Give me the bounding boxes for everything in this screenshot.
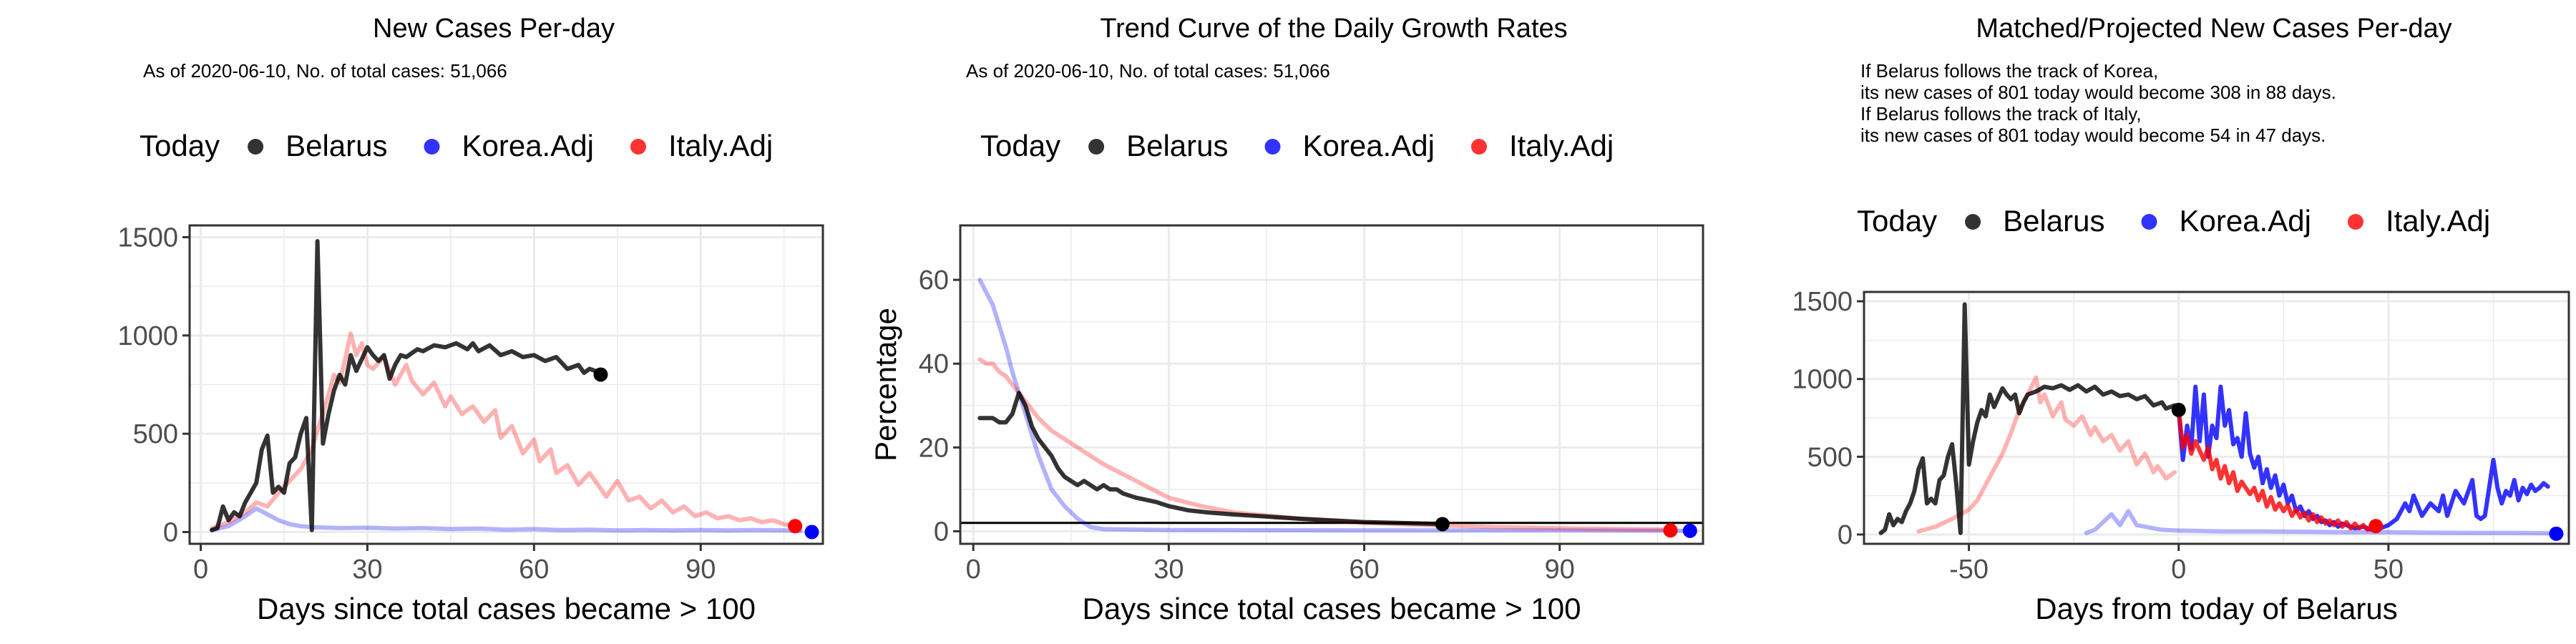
p3-gridlines [1864,292,2569,544]
p1-chart: New Cases Per-day As of 2020-06-10, No. o… [117,14,824,625]
p1-legend-key-belarus [248,139,264,155]
p3-legend-key-korea-adj [2141,214,2157,230]
p1-x-tick-label: 30 [352,555,382,585]
p1-series-group [210,239,819,540]
p1-y-tick-label: 1000 [117,321,178,351]
p1-y-tick-label: 500 [133,419,178,449]
p2-y-axis-title: Percentage [869,308,902,462]
p2-gridlines [960,225,1703,544]
p3-subtitle-line: its new cases of 801 today would become … [1860,82,2336,103]
p2-today-point-italy-adj [1663,523,1678,538]
p2-x-tick-label: 30 [1153,555,1184,585]
p2-legend-key-korea-adj [1264,139,1281,155]
p2-today-point-belarus [1435,517,1450,532]
p2-legend-key-italy-adj [1470,139,1487,155]
p3-y-tick-label: 1500 [1792,287,1853,317]
p3-x-tick-label: -50 [1949,555,1989,585]
p2-series-line-belarus [977,391,1445,527]
p2-series-line-korea-adj [977,278,1692,533]
p3-panel-border [1863,291,2570,545]
p1-legend: Today Belarus Korea.Adj Italy.Adj [140,129,773,162]
p1-panel-border [188,224,824,545]
p3-series-line-belarus [1878,302,2181,535]
p1-y-tick-label: 0 [163,518,178,548]
p1-today-point-korea-adj [804,525,819,540]
p3-x-tick-label: 50 [2373,555,2404,585]
p1-x-tick-label: 0 [193,555,208,585]
p3-legend-key-italy-adj [2347,214,2363,230]
p2-panel-border [959,224,1704,545]
p2-chart: Trend Curve of the Daily Growth Rates As … [869,14,1704,625]
p3-subtitle-line: If Belarus follows the track of Korea, [1860,60,2158,82]
p2-today-point-korea-adj [1682,523,1697,538]
p1-legend-title: Today [140,129,220,162]
p2-legend-key-belarus [1088,139,1105,155]
p3-today-point-italy-adj [2368,519,2384,534]
p2-plot-area [960,225,1703,544]
p3-legend: Today Belarus Korea.Adj Italy.Adj [1857,204,2490,238]
p3-series-group [1878,302,2564,541]
p1-y-tick-label: 1500 [117,223,178,253]
p3-y-tick-label: 0 [1838,520,1853,550]
p2-title: Trend Curve of the Daily Growth Rates [1100,14,1567,44]
p1-series-line-belarus [210,239,603,532]
p3-legend-label-italy-adj: Italy.Adj [2386,204,2490,238]
p2-legend-title: Today [980,129,1060,162]
p3-x-tick-label: 0 [2171,555,2186,585]
p3-series-line-italy-adj [2176,407,2379,532]
p2-x-tick-label: 0 [966,555,981,585]
p2-x-axis-title: Days since total cases became > 100 [1083,592,1581,625]
p2-legend-label-korea-adj: Korea.Adj [1302,129,1434,162]
p3-legend-label-korea-adj: Korea.Adj [2179,204,2311,238]
p1-legend-label-korea-adj: Korea.Adj [462,129,593,162]
p3-legend-title: Today [1857,204,1937,238]
p1-legend-key-korea-adj [424,139,440,155]
p3-subtitle-line: If Belarus follows the track of Italy, [1860,103,2142,125]
p1-legend-key-italy-adj [630,139,646,155]
p2-series-group [977,278,1697,538]
p3-today-point-korea-adj [2549,526,2564,541]
p2-x-tick-label: 60 [1349,555,1379,585]
p3-x-axis-title: Days from today of Belarus [2035,592,2398,625]
p1-x-tick-label: 60 [519,555,549,585]
p1-gridlines [190,225,823,544]
p3-today-point-belarus [2171,402,2186,417]
p2-x-tick-label: 90 [1545,555,1575,585]
p2-legend: Today Belarus Korea.Adj Italy.Adj [980,129,1614,162]
p2-y-tick-label: 40 [919,349,949,379]
p2-legend-label-italy-adj: Italy.Adj [1509,129,1614,162]
p1-x-axis-title: Days since total cases became > 100 [257,592,756,625]
p1-series-line-korea-adj [210,506,803,534]
p2-legend-label-belarus: Belarus [1126,129,1228,162]
p1-today-point-italy-adj [788,519,803,534]
p2-y-tick-label: 60 [919,265,949,296]
p3-legend-key-belarus [1965,214,1981,230]
p1-today-point-belarus [593,367,608,382]
p3-legend-label-belarus: Belarus [2003,204,2104,238]
p2-subtitle: As of 2020-06-10, No. of total cases: 51… [966,60,1330,82]
p1-legend-label-italy-adj: Italy.Adj [668,129,773,162]
p2-y-tick-label: 0 [934,517,949,547]
p1-legend-label-belarus: Belarus [286,129,387,162]
p2-y-tick-label: 20 [919,433,949,463]
p3-series-line-italy-adj [1916,375,2177,534]
p3-series-line-korea-adj [2084,509,2550,536]
p3-title: Matched/Projected New Cases Per-day [1976,14,2451,44]
p1-x-tick-label: 90 [686,555,716,585]
p1-title: New Cases Per-day [373,14,615,44]
p3-subtitle-line: its new cases of 801 today would become … [1860,125,2326,146]
p3-y-tick-label: 1000 [1792,365,1853,395]
p3-y-tick-label: 500 [1807,442,1853,472]
p1-subtitle: As of 2020-06-10, No. of total cases: 51… [143,60,507,82]
p3-chart: Matched/Projected New Cases Per-day If Be… [1792,14,2570,625]
